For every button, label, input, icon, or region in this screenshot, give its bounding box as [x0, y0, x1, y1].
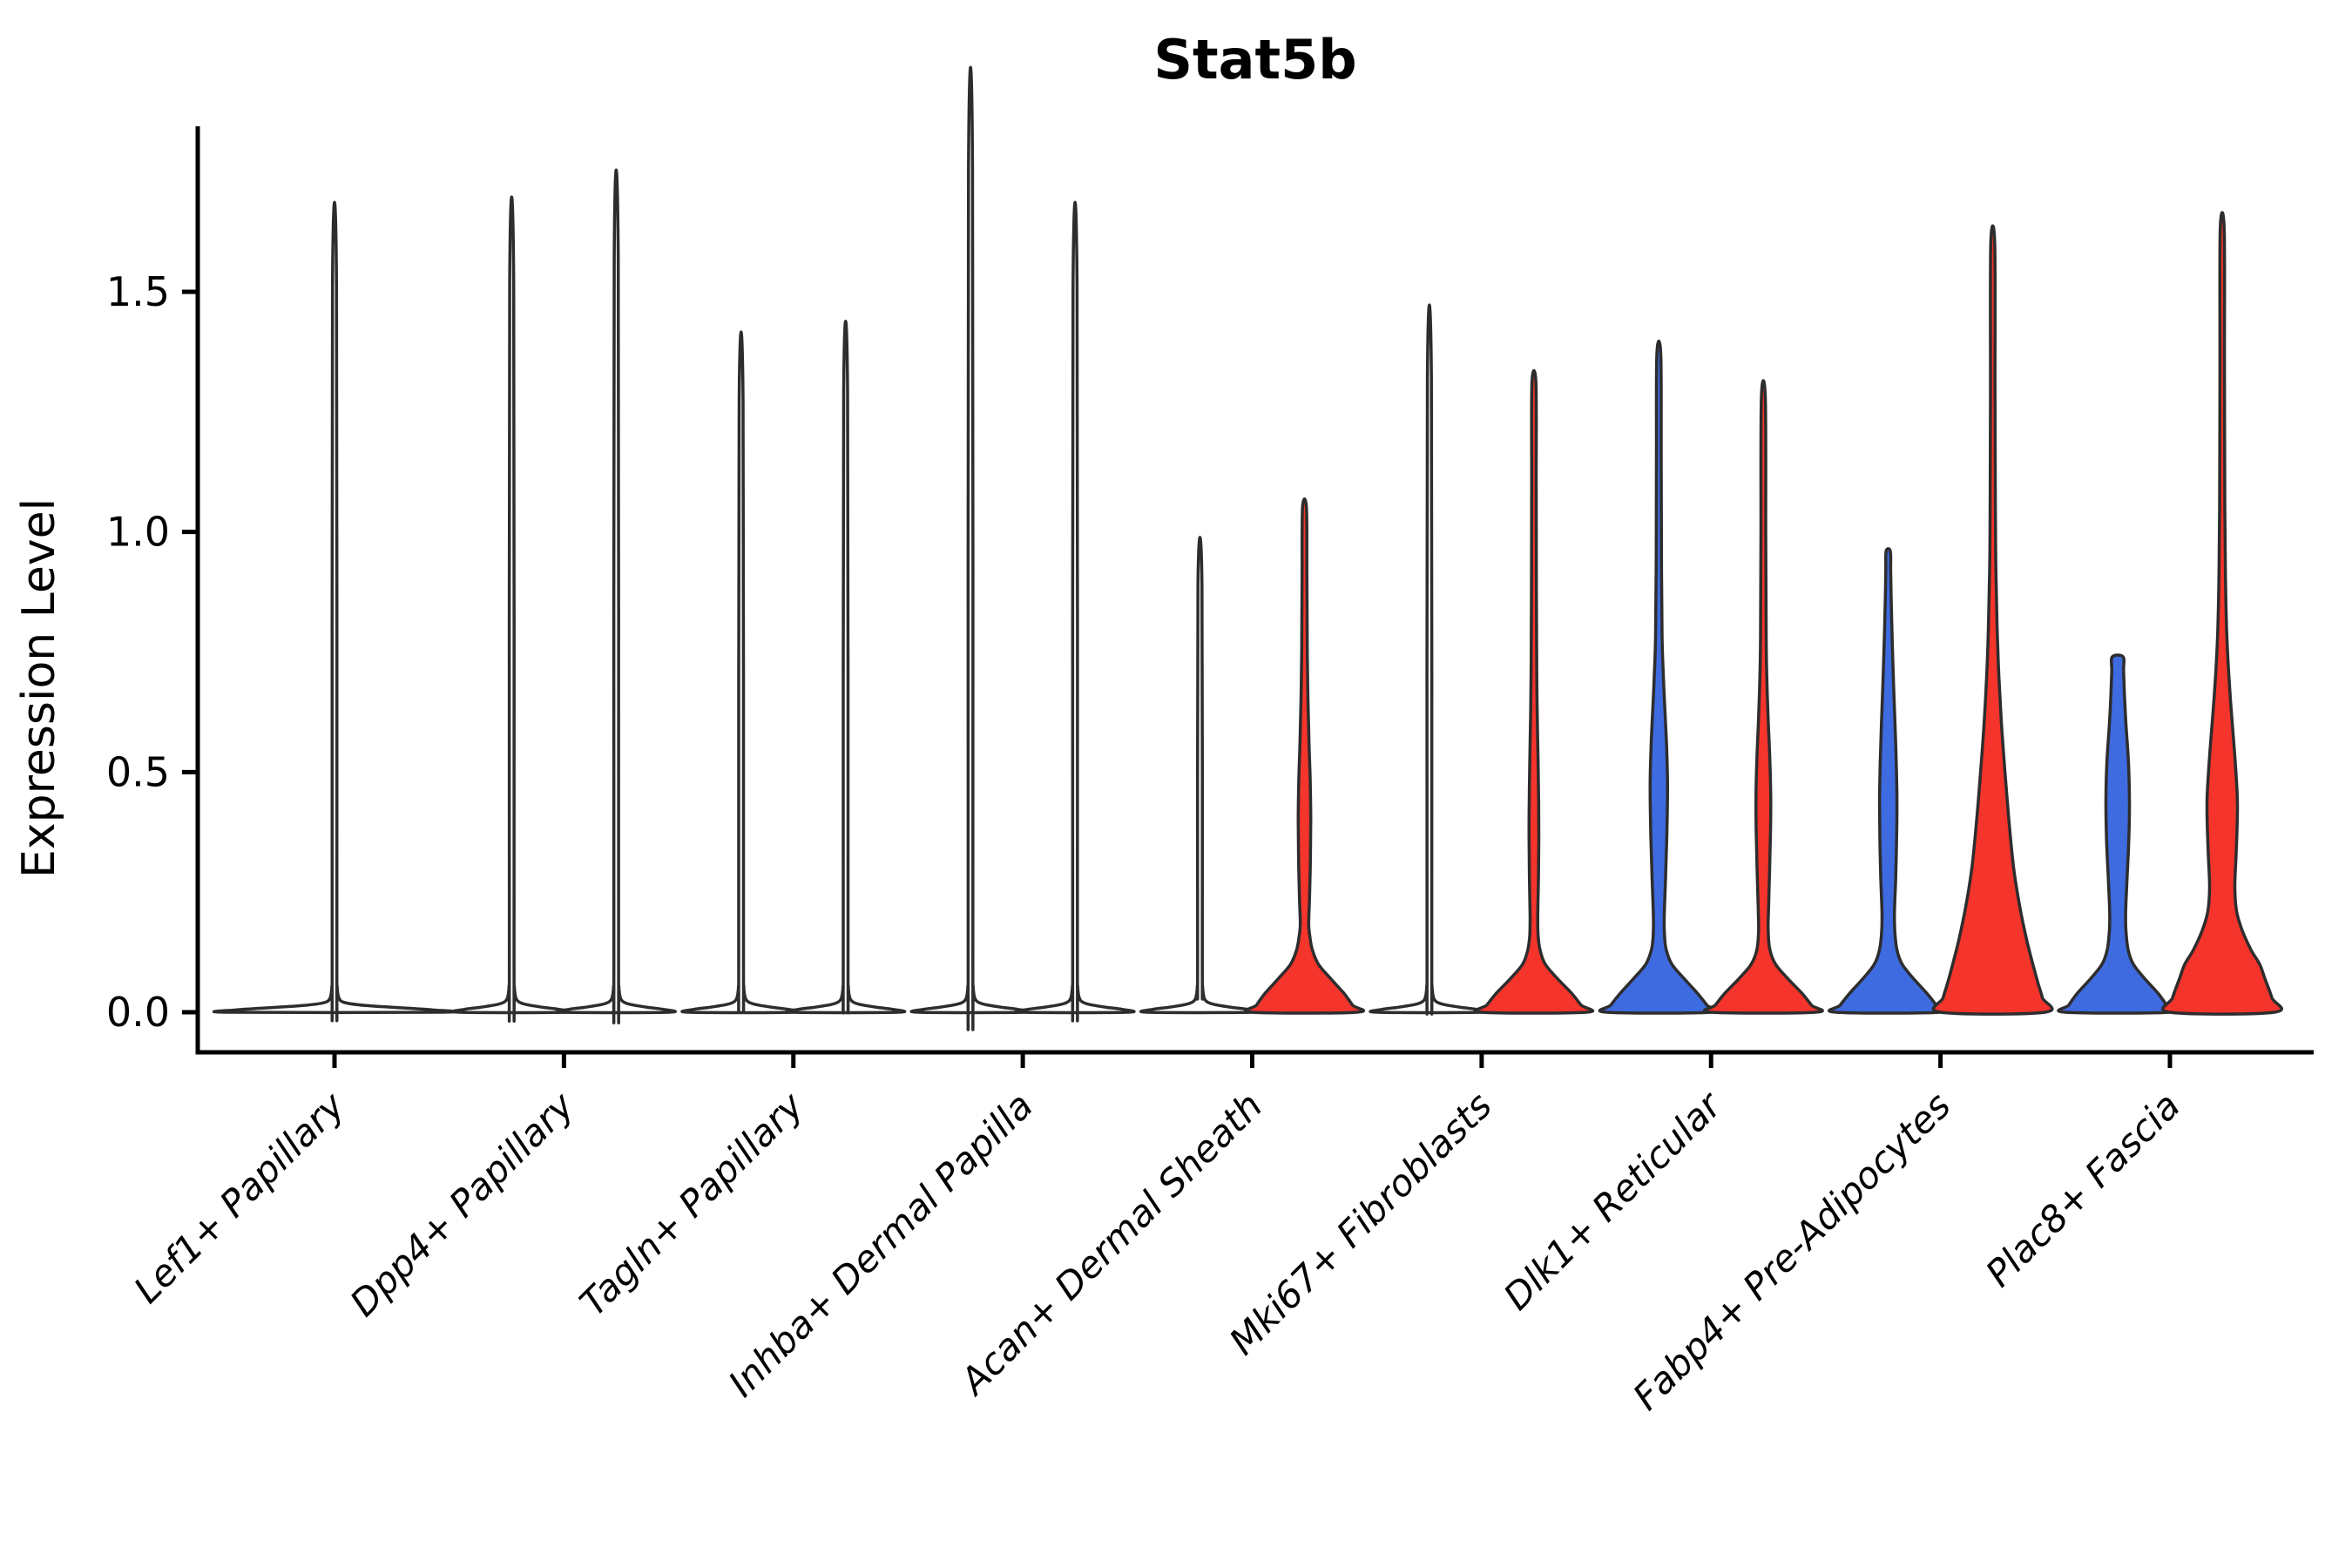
chart-title: Stat5b: [1153, 28, 1356, 91]
axes-spines: [195, 126, 2314, 1055]
y-tick-label-2: 1.0: [106, 509, 170, 556]
violin-3-left: [909, 65, 1031, 1031]
x-tick-label-1: Dpp4+ Papillary: [341, 1084, 583, 1325]
violin-7-left: [1828, 547, 1950, 1015]
violin-1-right: [556, 168, 677, 1024]
violin-7-right: [1931, 224, 2054, 1016]
violin-6-left: [1598, 339, 1720, 1015]
violin-0-center: [212, 200, 457, 1023]
axes-layer: [195, 126, 2314, 1055]
x-tick-label-5: Mki67+ Fibroblasts: [1221, 1084, 1500, 1362]
violin-4-left: [1139, 536, 1260, 1015]
y-axis-label: Expression Level: [13, 498, 65, 878]
violin-6-right: [1702, 379, 1824, 1015]
x-tick-label-0: Lef1+ Papillary: [125, 1084, 354, 1312]
violin-1-left: [451, 195, 572, 1023]
violin-5-right: [1473, 368, 1595, 1015]
violin-4-right: [1244, 497, 1365, 1015]
y-tick-label-1: 0.5: [106, 748, 170, 795]
violin-8-left: [2057, 653, 2179, 1015]
y-tick-label-0: 0.0: [106, 989, 170, 1036]
x-tick-label-6: Dlk1+ Reticular: [1496, 1082, 1732, 1318]
violins-layer: [212, 65, 2283, 1031]
violin-8-right: [2161, 211, 2283, 1016]
violin-2-right: [785, 320, 907, 1015]
violin-5-left: [1369, 303, 1490, 1016]
y-tick-label-3: 1.5: [106, 268, 170, 315]
violin-2-left: [680, 330, 802, 1015]
violin-3-right: [1014, 200, 1136, 1023]
x-tick-label-2: Tagln+ Papillary: [571, 1084, 813, 1325]
x-tick-label-8: Plac8+ Fascia: [1977, 1084, 2188, 1294]
